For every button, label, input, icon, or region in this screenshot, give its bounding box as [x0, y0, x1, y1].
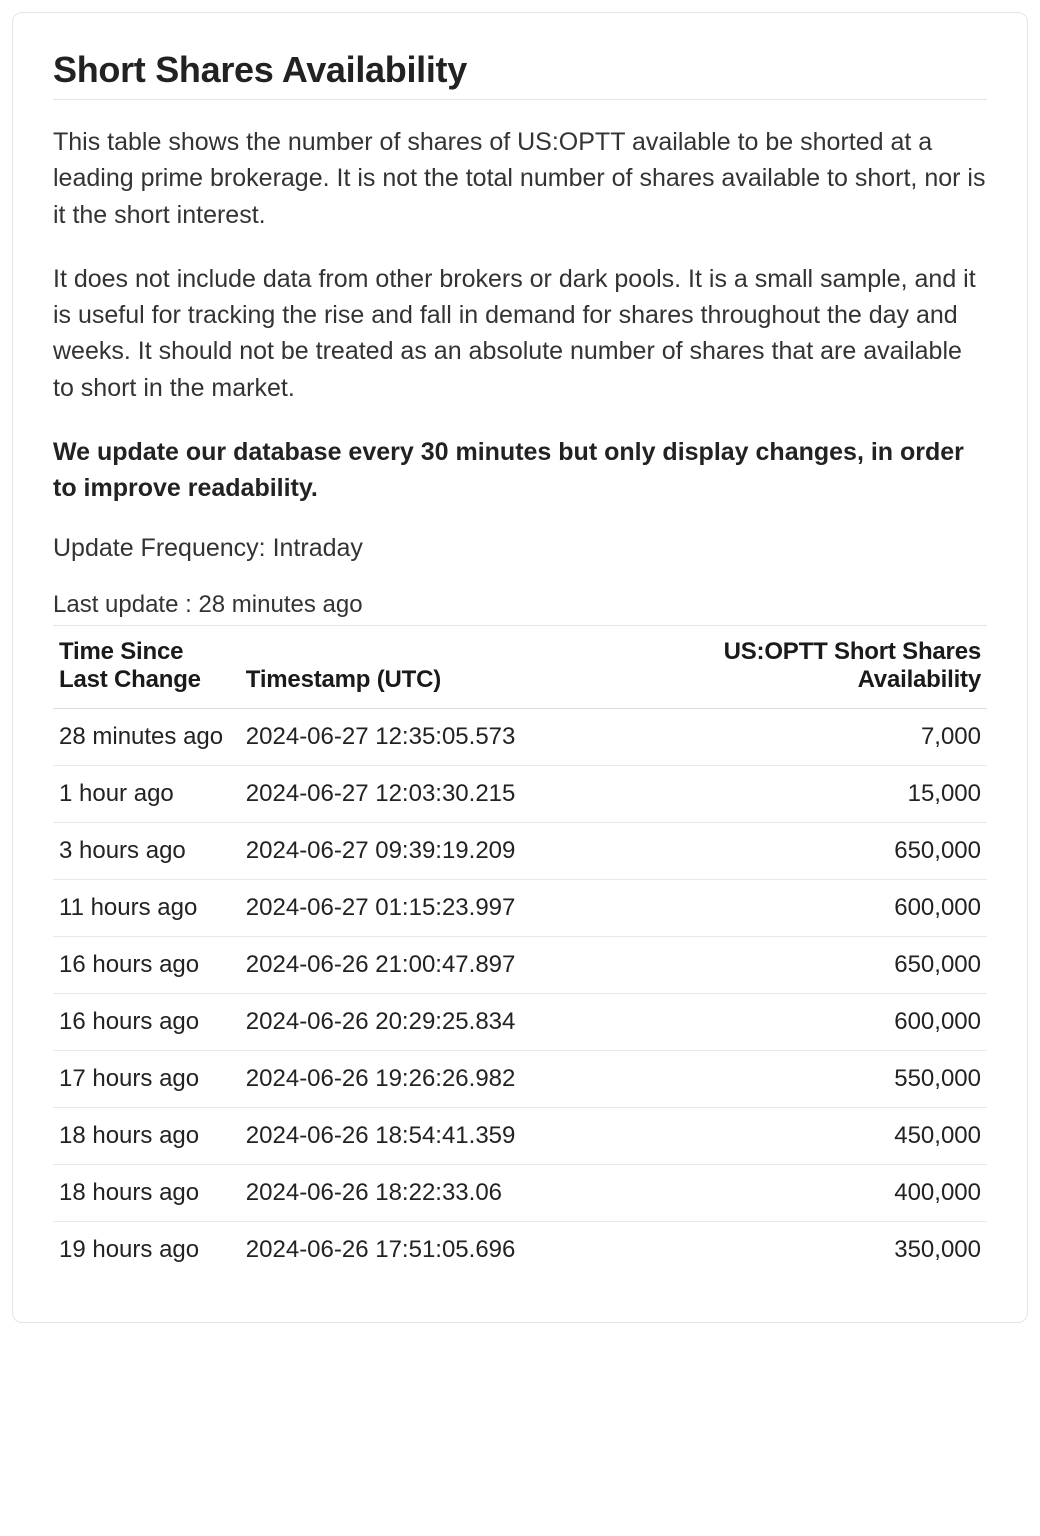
column-header-availability: US:OPTT Short Shares Availability [613, 626, 987, 709]
table-row: 16 hours ago2024-06-26 21:00:47.897650,0… [53, 937, 987, 994]
cell-availability: 400,000 [613, 1165, 987, 1222]
cell-availability: 450,000 [613, 1108, 987, 1165]
cell-time-since: 18 hours ago [53, 1108, 240, 1165]
cell-timestamp: 2024-06-27 12:35:05.573 [240, 709, 614, 766]
cell-availability: 15,000 [613, 766, 987, 823]
table-row: 17 hours ago2024-06-26 19:26:26.982550,0… [53, 1051, 987, 1108]
table-row: 16 hours ago2024-06-26 20:29:25.834600,0… [53, 994, 987, 1051]
cell-timestamp: 2024-06-26 20:29:25.834 [240, 994, 614, 1051]
cell-timestamp: 2024-06-26 21:00:47.897 [240, 937, 614, 994]
column-header-time-since: Time Since Last Change [53, 626, 240, 709]
short-shares-table: Time Since Last Change Timestamp (UTC) U… [53, 626, 987, 1278]
update-frequency-label: Update Frequency: Intraday [53, 534, 987, 563]
page-title: Short Shares Availability [53, 49, 987, 100]
cell-time-since: 16 hours ago [53, 937, 240, 994]
cell-availability: 550,000 [613, 1051, 987, 1108]
cell-timestamp: 2024-06-27 09:39:19.209 [240, 823, 614, 880]
cell-time-since: 11 hours ago [53, 880, 240, 937]
cell-timestamp: 2024-06-26 18:22:33.06 [240, 1165, 614, 1222]
description-paragraph-2: It does not include data from other brok… [53, 261, 987, 406]
table-row: 3 hours ago2024-06-27 09:39:19.209650,00… [53, 823, 987, 880]
cell-availability: 600,000 [613, 880, 987, 937]
last-update-label: Last update : 28 minutes ago [53, 591, 987, 626]
cell-availability: 350,000 [613, 1222, 987, 1279]
cell-timestamp: 2024-06-26 17:51:05.696 [240, 1222, 614, 1279]
cell-time-since: 28 minutes ago [53, 709, 240, 766]
cell-timestamp: 2024-06-26 19:26:26.982 [240, 1051, 614, 1108]
cell-timestamp: 2024-06-26 18:54:41.359 [240, 1108, 614, 1165]
cell-availability: 650,000 [613, 823, 987, 880]
table-row: 18 hours ago2024-06-26 18:54:41.359450,0… [53, 1108, 987, 1165]
cell-time-since: 3 hours ago [53, 823, 240, 880]
cell-time-since: 1 hour ago [53, 766, 240, 823]
cell-time-since: 16 hours ago [53, 994, 240, 1051]
description-paragraph-1: This table shows the number of shares of… [53, 124, 987, 233]
table-body: 28 minutes ago2024-06-27 12:35:05.5737,0… [53, 709, 987, 1279]
table-row: 1 hour ago2024-06-27 12:03:30.21515,000 [53, 766, 987, 823]
cell-time-since: 17 hours ago [53, 1051, 240, 1108]
cell-availability: 7,000 [613, 709, 987, 766]
table-row: 11 hours ago2024-06-27 01:15:23.997600,0… [53, 880, 987, 937]
cell-time-since: 18 hours ago [53, 1165, 240, 1222]
table-row: 19 hours ago2024-06-26 17:51:05.696350,0… [53, 1222, 987, 1279]
cell-timestamp: 2024-06-27 12:03:30.215 [240, 766, 614, 823]
short-shares-card: Short Shares Availability This table sho… [12, 12, 1028, 1323]
cell-availability: 650,000 [613, 937, 987, 994]
cell-availability: 600,000 [613, 994, 987, 1051]
cell-timestamp: 2024-06-27 01:15:23.997 [240, 880, 614, 937]
cell-time-since: 19 hours ago [53, 1222, 240, 1279]
table-header-row: Time Since Last Change Timestamp (UTC) U… [53, 626, 987, 709]
table-row: 18 hours ago2024-06-26 18:22:33.06400,00… [53, 1165, 987, 1222]
table-row: 28 minutes ago2024-06-27 12:35:05.5737,0… [53, 709, 987, 766]
column-header-timestamp: Timestamp (UTC) [240, 626, 614, 709]
update-policy-note: We update our database every 30 minutes … [53, 434, 987, 507]
